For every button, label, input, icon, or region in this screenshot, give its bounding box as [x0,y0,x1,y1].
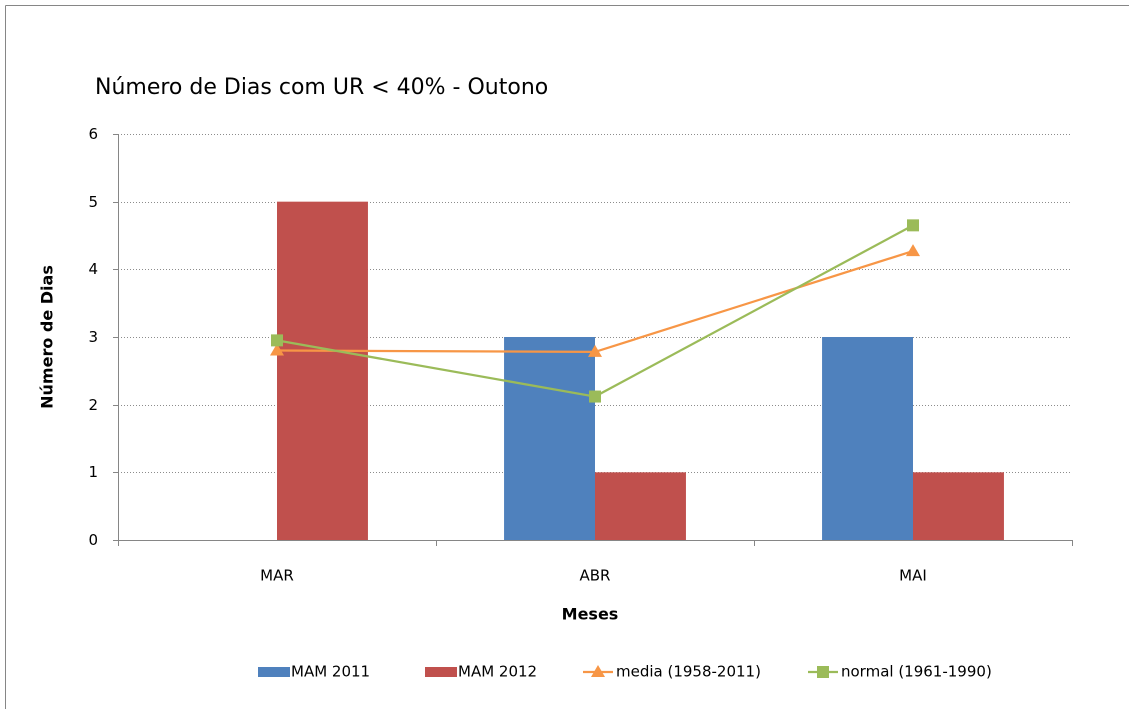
line-marker [589,390,601,403]
x-tick-label: MAI [899,567,927,585]
y-tick-label: 5 [88,193,98,211]
line-marker [907,219,919,232]
legend-marker [591,665,605,677]
y-tick-label: 0 [88,531,98,549]
bar [913,472,1004,540]
line-marker [270,343,284,356]
legend-label: media (1958-2011) [616,663,761,681]
line-marker [588,344,602,357]
legend-label: normal (1961-1990) [841,663,992,681]
x-tick-label: MAR [260,567,294,585]
bar [822,337,913,540]
y-tick-label: 3 [88,328,98,346]
legend-swatch [425,667,457,677]
line [276,249,914,354]
y-tick-label: 6 [88,125,98,143]
bar [595,472,686,540]
legend-label: MAM 2012 [458,663,537,681]
bar [277,201,368,540]
y-tick-label: 2 [88,396,98,414]
legend-swatch [258,667,290,677]
legend-marker [817,666,829,678]
line-marker [271,334,283,347]
bar [504,337,595,540]
line-marker [906,244,920,257]
y-tick-label: 1 [88,463,98,481]
chart-title: Número de Dias com UR < 40% - Outono [95,75,548,100]
y-axis-label: Número de Dias [38,265,57,409]
x-tick-label: ABR [580,567,611,585]
y-tick-label: 4 [88,260,98,278]
x-axis-label: Meses [562,605,619,624]
legend-label: MAM 2011 [291,663,370,681]
